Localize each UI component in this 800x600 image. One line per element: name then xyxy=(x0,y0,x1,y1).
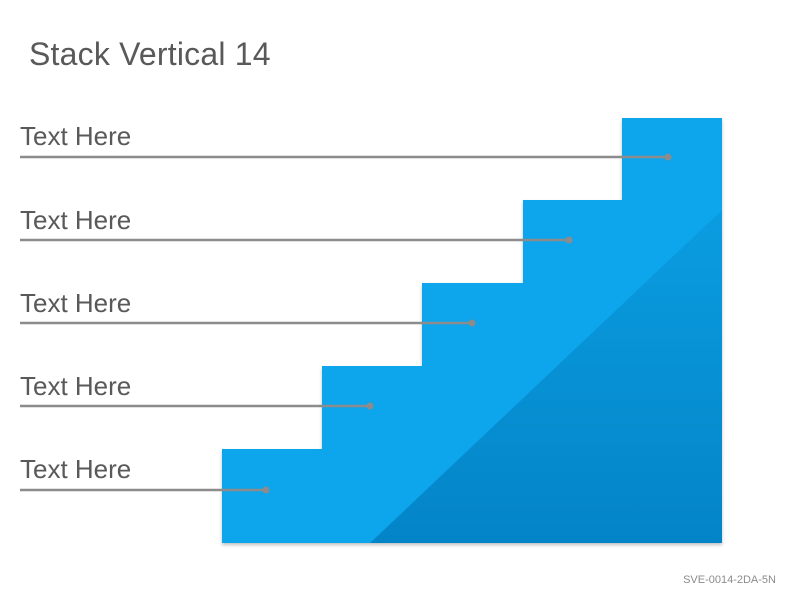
footer-code: SVE-0014-2DA-5N xyxy=(683,574,776,586)
step-2: Text Here xyxy=(20,371,374,410)
page-title: Stack Vertical 14 xyxy=(29,36,271,72)
step-5-dot xyxy=(664,153,672,161)
step-3: Text Here xyxy=(20,288,476,327)
step-4: Text Here xyxy=(20,205,573,244)
step-3-label: Text Here xyxy=(20,288,131,318)
step-5: Text Here xyxy=(20,121,672,161)
step-1: Text Here xyxy=(20,454,270,494)
step-1-dot xyxy=(262,486,270,494)
step-4-label: Text Here xyxy=(20,205,131,235)
staircase-shade xyxy=(370,210,722,543)
step-1-label: Text Here xyxy=(20,454,131,484)
step-5-label: Text Here xyxy=(20,121,131,151)
step-4-dot xyxy=(565,236,573,244)
step-2-label: Text Here xyxy=(20,371,131,401)
step-3-dot xyxy=(468,319,476,327)
step-2-dot xyxy=(366,402,374,410)
